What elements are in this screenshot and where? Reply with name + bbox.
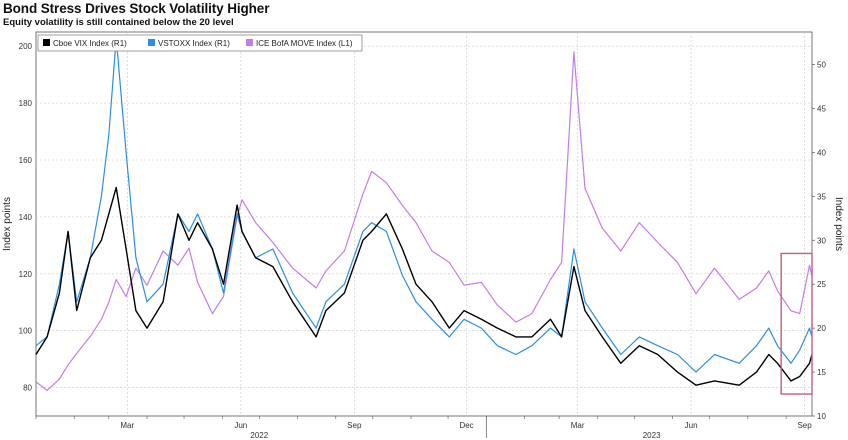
y-tick-right: 50 — [817, 61, 826, 70]
x-year-label: 2022 — [250, 431, 268, 440]
series-line-vstoxx — [35, 37, 813, 373]
y-tick-left: 80 — [23, 384, 32, 393]
x-tick-label: Sep — [347, 421, 362, 430]
y-tick-left: 120 — [19, 270, 33, 279]
series-layer — [35, 37, 813, 395]
x-year-label: 2023 — [643, 431, 661, 440]
chart-subtitle: Equity volatility is still contained bel… — [3, 17, 234, 28]
legend-box — [37, 34, 363, 52]
y-tick-right: 40 — [817, 148, 826, 157]
y-tick-right: 10 — [817, 412, 826, 421]
y-tick-left: 140 — [19, 213, 33, 222]
y-tick-left: 200 — [19, 42, 33, 51]
y-axis-label-right: Index points — [833, 197, 844, 251]
legend-swatch-vix — [43, 39, 50, 46]
y-axis-label-left: Index points — [2, 197, 13, 251]
series-line-vix — [35, 186, 813, 386]
y-tick-right: 35 — [817, 192, 826, 201]
y-tick-left: 160 — [19, 156, 33, 165]
legend-label-move: ICE BofA MOVE Index (L1) — [256, 39, 353, 48]
axis-ticks: 80 100 120 140 160 180 200 10 15 20 25 30 35 40 45 50 Ma… — [19, 42, 827, 440]
gridlines — [36, 32, 812, 416]
x-tick-label: Sep — [797, 421, 812, 430]
legend-label-vix: Cboe VIX Index (R1) — [53, 39, 127, 48]
y-tick-left: 100 — [19, 327, 33, 336]
y-tick-left: 180 — [19, 99, 33, 108]
legend-swatch-move — [246, 39, 253, 46]
plot-frame — [35, 31, 813, 417]
legend-label-vstoxx: VSTOXX Index (R1) — [158, 39, 230, 48]
y-tick-right: 15 — [817, 368, 826, 377]
x-tick-label: Jun — [685, 421, 698, 430]
x-tick-label: Mar — [120, 421, 134, 430]
y-tick-right: 45 — [817, 104, 826, 113]
x-tick-label: Mar — [571, 421, 585, 430]
x-tick-label: Jun — [234, 421, 247, 430]
series-line-move — [35, 51, 813, 391]
y-tick-right: 20 — [817, 324, 826, 333]
highlight-box — [780, 252, 813, 395]
legend: Cboe VIX Index (R1) VSTOXX Index (R1) IC… — [37, 34, 363, 52]
y-tick-right: 30 — [817, 236, 826, 245]
legend-swatch-vstoxx — [148, 39, 155, 46]
x-tick-label: Dec — [459, 421, 473, 430]
chart-title: Bond Stress Drives Stock Volatility High… — [3, 1, 270, 16]
y-tick-right: 25 — [817, 280, 826, 289]
